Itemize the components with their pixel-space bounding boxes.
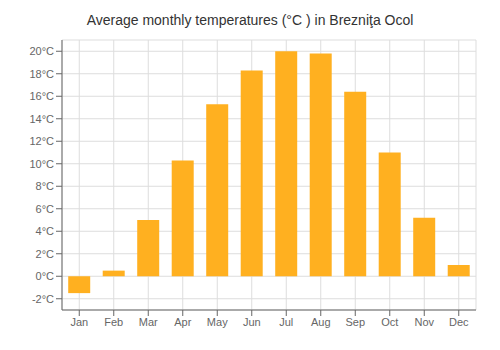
svg-text:Apr: Apr: [174, 316, 191, 328]
svg-text:Jul: Jul: [279, 316, 293, 328]
svg-text:Jun: Jun: [243, 316, 261, 328]
svg-text:14°C: 14°C: [29, 113, 54, 125]
svg-text:Oct: Oct: [381, 316, 398, 328]
svg-text:20°C: 20°C: [29, 45, 54, 57]
svg-text:Jan: Jan: [70, 316, 88, 328]
svg-text:10°C: 10°C: [29, 158, 54, 170]
svg-text:6°C: 6°C: [36, 203, 55, 215]
svg-text:Feb: Feb: [104, 316, 123, 328]
svg-text:May: May: [207, 316, 228, 328]
svg-text:Dec: Dec: [449, 316, 469, 328]
svg-text:4°C: 4°C: [36, 225, 55, 237]
svg-text:0°C: 0°C: [36, 270, 55, 282]
svg-text:-2°C: -2°C: [32, 293, 54, 305]
svg-text:12°C: 12°C: [29, 135, 54, 147]
svg-text:8°C: 8°C: [36, 180, 55, 192]
svg-text:Mar: Mar: [139, 316, 158, 328]
svg-text:2°C: 2°C: [36, 248, 55, 260]
svg-text:Aug: Aug: [311, 316, 331, 328]
svg-text:Sep: Sep: [345, 316, 365, 328]
svg-text:Nov: Nov: [414, 316, 434, 328]
svg-text:18°C: 18°C: [29, 68, 54, 80]
html-text:Average monthly temperatures (: Average monthly temperatures (°C ) in Br…: [86, 12, 414, 28]
svg-text:16°C: 16°C: [29, 90, 54, 102]
